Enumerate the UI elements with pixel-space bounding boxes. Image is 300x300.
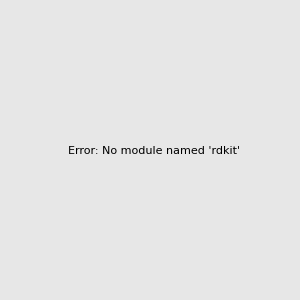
Text: Error: No module named 'rdkit': Error: No module named 'rdkit' [68,146,240,157]
